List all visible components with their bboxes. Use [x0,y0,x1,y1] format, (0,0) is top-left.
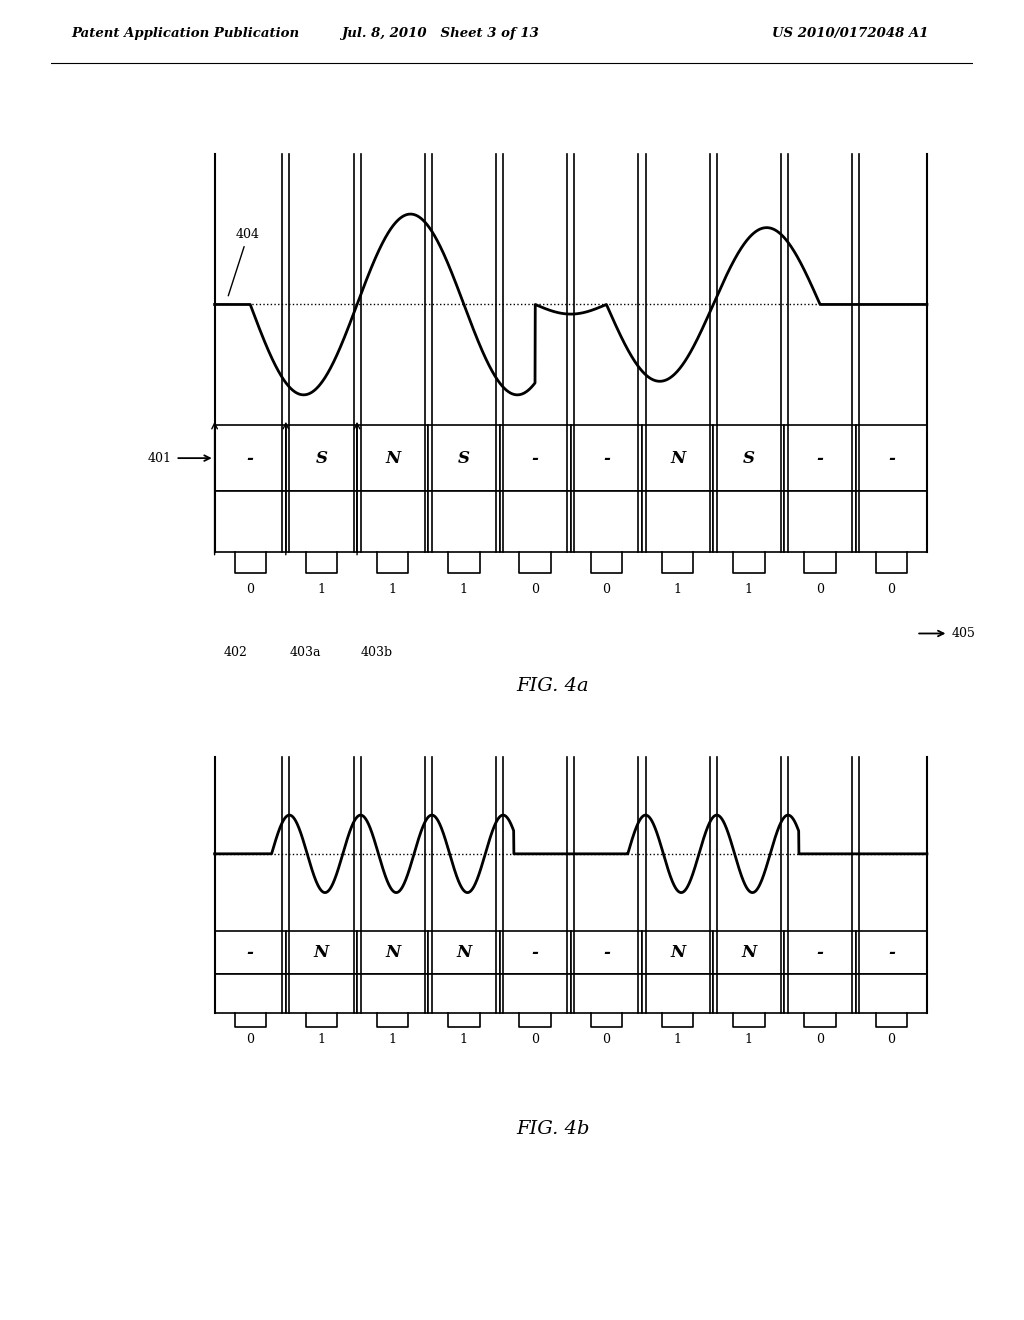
Text: 0: 0 [602,1032,610,1045]
Text: 0: 0 [888,1032,895,1045]
Bar [357,491,428,552]
Bar [500,491,570,552]
Text: 1: 1 [317,1032,326,1045]
Bar [856,932,927,974]
Text: N: N [385,944,400,961]
Bar [357,974,428,1012]
Text: S: S [742,450,755,467]
Bar [714,491,784,552]
Text: 0: 0 [888,583,895,595]
Bar [570,425,642,491]
Bar [286,974,357,1012]
Text: Patent Application Publication: Patent Application Publication [72,26,300,40]
Text: -: - [888,944,895,961]
Text: N: N [385,450,400,467]
Text: -: - [603,944,610,961]
Bar [286,932,357,974]
Text: S: S [458,450,470,467]
Text: N: N [670,944,685,961]
Text: -: - [817,450,823,467]
Bar [428,974,500,1012]
Text: 1: 1 [744,1032,753,1045]
Text: 1: 1 [460,583,468,595]
Bar [428,491,500,552]
Bar [215,974,286,1012]
Text: 0: 0 [816,1032,824,1045]
Text: -: - [531,450,539,467]
Text: -: - [888,450,895,467]
Bar [856,974,927,1012]
Text: 401: 401 [147,451,172,465]
Bar [570,974,642,1012]
Text: 403b: 403b [360,645,393,659]
Text: 403a: 403a [290,645,321,659]
Bar [642,425,714,491]
Text: 0: 0 [531,583,540,595]
Bar [215,491,286,552]
Bar [642,974,714,1012]
Bar [357,425,428,491]
Text: FIG. 4b: FIG. 4b [516,1119,590,1138]
Text: 1: 1 [389,1032,396,1045]
Text: 0: 0 [602,583,610,595]
Text: 402: 402 [223,645,247,659]
Text: 0: 0 [531,1032,540,1045]
Bar [856,491,927,552]
Bar [642,491,714,552]
Bar [642,932,714,974]
Bar [714,425,784,491]
Text: 1: 1 [460,1032,468,1045]
Text: S: S [315,450,328,467]
Text: N: N [670,450,685,467]
Bar [428,425,500,491]
Text: -: - [603,450,610,467]
Bar [500,932,570,974]
Bar [714,932,784,974]
Text: 405: 405 [952,627,976,640]
Text: -: - [531,944,539,961]
Bar [784,974,856,1012]
Text: -: - [817,944,823,961]
Text: N: N [313,944,329,961]
Text: 1: 1 [674,1032,682,1045]
Text: 1: 1 [389,583,396,595]
Bar [714,974,784,1012]
Bar [856,425,927,491]
Bar [784,932,856,974]
Bar [357,932,428,974]
Text: FIG. 4a: FIG. 4a [517,677,589,696]
Text: 1: 1 [744,583,753,595]
Text: 0: 0 [246,1032,254,1045]
Text: US 2010/0172048 A1: US 2010/0172048 A1 [772,26,928,40]
Bar [784,425,856,491]
Text: 0: 0 [246,583,254,595]
Bar [500,974,570,1012]
Text: 404: 404 [228,228,260,296]
Text: N: N [741,944,757,961]
Bar [286,491,357,552]
Text: Jul. 8, 2010   Sheet 3 of 13: Jul. 8, 2010 Sheet 3 of 13 [341,26,540,40]
Bar [570,932,642,974]
Bar [500,425,570,491]
Text: -: - [247,450,254,467]
Text: 1: 1 [317,583,326,595]
Bar [570,491,642,552]
Text: N: N [457,944,471,961]
Bar [215,932,286,974]
Bar [428,932,500,974]
Bar [215,425,286,491]
Bar [784,491,856,552]
Bar [286,425,357,491]
Text: -: - [247,944,254,961]
Text: 1: 1 [674,583,682,595]
Text: 0: 0 [816,583,824,595]
